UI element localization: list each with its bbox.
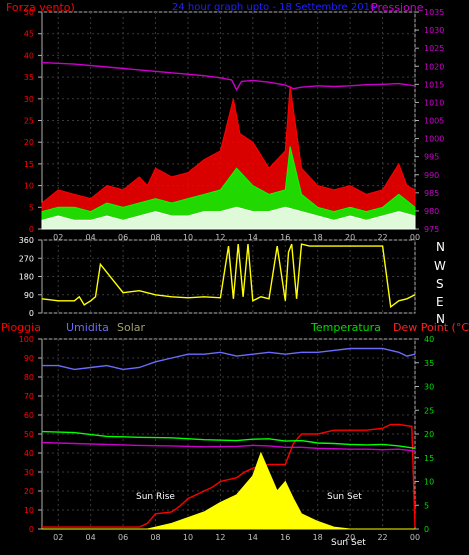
chart-title: 24 hour graph upto - 18 Settembre 2016 bbox=[172, 2, 376, 13]
y-left-tick-label: 15 bbox=[24, 160, 34, 169]
y-left-tick-label: 360 bbox=[19, 236, 34, 245]
y-right-tick-label: 25 bbox=[424, 406, 434, 415]
y-right-tick-label: 1010 bbox=[424, 98, 444, 107]
y-left-tick-label: 25 bbox=[24, 117, 34, 126]
y-right-tick-label: 1000 bbox=[424, 135, 444, 144]
x-tick-label: 22 bbox=[377, 233, 387, 242]
series-line-temperatura bbox=[41, 430, 416, 449]
y-right-tick-label: 980 bbox=[424, 207, 439, 216]
y-right-tick-label: 10 bbox=[424, 478, 434, 487]
y-left-tick-label: 60 bbox=[24, 411, 34, 420]
y-right-tick-label: 5 bbox=[424, 501, 429, 510]
y-left-tick-label: 80 bbox=[24, 373, 34, 382]
y-left-tick-label: 270 bbox=[19, 254, 34, 263]
x-tick-label: 16 bbox=[280, 533, 290, 542]
series-line-s3 bbox=[41, 61, 416, 92]
y-left-tick-label: 30 bbox=[24, 95, 34, 104]
wind-axis-label: Forza vento) bbox=[6, 1, 75, 14]
y-right-tick-label: 975 bbox=[424, 225, 439, 234]
y-right-tick-label: 1035 bbox=[424, 8, 444, 17]
humidity-label: Umidita bbox=[66, 321, 109, 334]
y-right-tick-label: 30 bbox=[424, 383, 434, 392]
series-area-s1 bbox=[41, 146, 416, 230]
y-right-tick-label: 1030 bbox=[424, 26, 444, 35]
x-tick-label: 12 bbox=[215, 533, 225, 542]
y-left-tick-label: 5 bbox=[29, 203, 34, 212]
y-left-tick-label: 20 bbox=[24, 138, 34, 147]
y-right-tick-label: 1025 bbox=[424, 44, 444, 53]
series-area-solar bbox=[42, 451, 415, 530]
x-tick-label: 10 bbox=[183, 533, 193, 542]
y-left-tick-label: 20 bbox=[24, 487, 34, 496]
y-left-tick-label: 35 bbox=[24, 73, 34, 82]
y-left-tick-label: 90 bbox=[24, 354, 34, 363]
compass-w: W bbox=[434, 259, 446, 273]
y-right-tick-label: 1020 bbox=[424, 62, 444, 71]
x-tick-label: 00 bbox=[410, 233, 420, 242]
y-right-tick-label: 35 bbox=[424, 359, 434, 368]
y-right-tick-label: 20 bbox=[424, 430, 434, 439]
y-left-tick-label: 90 bbox=[24, 291, 34, 300]
compass-s: S bbox=[436, 277, 444, 291]
x-tick-label: 22 bbox=[377, 533, 387, 542]
x-tick-label: 10 bbox=[183, 233, 193, 242]
y-left-tick-label: 50 bbox=[24, 430, 34, 439]
x-tick-label: 06 bbox=[118, 233, 128, 242]
y-right-tick-label: 990 bbox=[424, 171, 439, 180]
y-left-tick-label: 30 bbox=[24, 468, 34, 477]
temperature-label: Temperatura bbox=[310, 321, 381, 334]
y-left-tick-label: 10 bbox=[24, 182, 34, 191]
y-right-tick-label: 0 bbox=[424, 525, 429, 534]
y-right-tick-label: 1015 bbox=[424, 80, 444, 89]
sun-set-bottom-label: Sun Set bbox=[331, 538, 366, 548]
x-tick-label: 18 bbox=[313, 233, 323, 242]
y-left-tick-label: 180 bbox=[19, 273, 34, 282]
dewpoint-label: Dew Point (°C) bbox=[393, 321, 469, 334]
pressure-axis-label: Pressione bbox=[371, 1, 424, 14]
y-right-tick-label: 985 bbox=[424, 189, 439, 198]
series-area-s2 bbox=[41, 206, 416, 230]
x-tick-label: 02 bbox=[53, 533, 63, 542]
x-tick-label: 06 bbox=[118, 533, 128, 542]
y-left-tick-label: 40 bbox=[24, 449, 34, 458]
x-tick-label: 20 bbox=[345, 533, 355, 542]
sun-rise-label: Sun Rise bbox=[136, 492, 175, 502]
series-line-dew-point-c- bbox=[41, 441, 416, 452]
y-right-tick-label: 40 bbox=[424, 335, 434, 344]
x-tick-label: 14 bbox=[248, 233, 258, 242]
x-tick-label: 04 bbox=[86, 533, 96, 542]
y-left-tick-label: 0 bbox=[29, 525, 34, 534]
x-tick-label: 08 bbox=[150, 233, 160, 242]
x-tick-label: 00 bbox=[410, 533, 420, 542]
y-right-tick-label: 15 bbox=[424, 454, 434, 463]
rain-label: Pioggia bbox=[1, 321, 41, 334]
y-left-tick-label: 50 bbox=[24, 8, 34, 17]
y-left-tick-label: 40 bbox=[24, 51, 34, 60]
x-tick-label: 18 bbox=[313, 533, 323, 542]
series-area-s0 bbox=[41, 85, 416, 230]
y-left-tick-label: 0 bbox=[29, 309, 34, 318]
compass-n-bottom: N bbox=[436, 312, 445, 326]
y-left-tick-label: 45 bbox=[24, 30, 34, 39]
sun-set-label: Sun Set bbox=[327, 492, 362, 502]
y-left-tick-label: 100 bbox=[19, 335, 34, 344]
y-right-tick-label: 995 bbox=[424, 153, 439, 162]
x-tick-label: 08 bbox=[150, 533, 160, 542]
x-tick-label: 14 bbox=[248, 533, 258, 542]
x-tick-label: 20 bbox=[345, 233, 355, 242]
x-tick-label: 16 bbox=[280, 233, 290, 242]
solar-label: Solar bbox=[117, 321, 146, 334]
x-tick-label: 02 bbox=[53, 233, 63, 242]
y-left-tick-label: 70 bbox=[24, 392, 34, 401]
series-line-s0 bbox=[41, 243, 416, 309]
compass-e: E bbox=[436, 295, 444, 309]
compass-n-top: N bbox=[436, 240, 445, 254]
x-tick-label: 12 bbox=[215, 233, 225, 242]
series-line-umidita bbox=[42, 347, 416, 371]
y-left-tick-label: 10 bbox=[24, 506, 34, 515]
y-right-tick-label: 1005 bbox=[424, 117, 444, 126]
x-tick-label: 04 bbox=[86, 233, 96, 242]
y-left-tick-label: 0 bbox=[29, 225, 34, 234]
